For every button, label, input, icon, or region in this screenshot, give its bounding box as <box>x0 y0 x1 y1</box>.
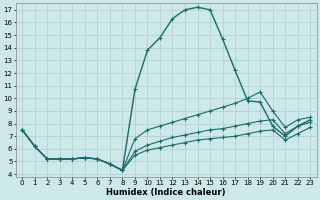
X-axis label: Humidex (Indice chaleur): Humidex (Indice chaleur) <box>107 188 226 197</box>
